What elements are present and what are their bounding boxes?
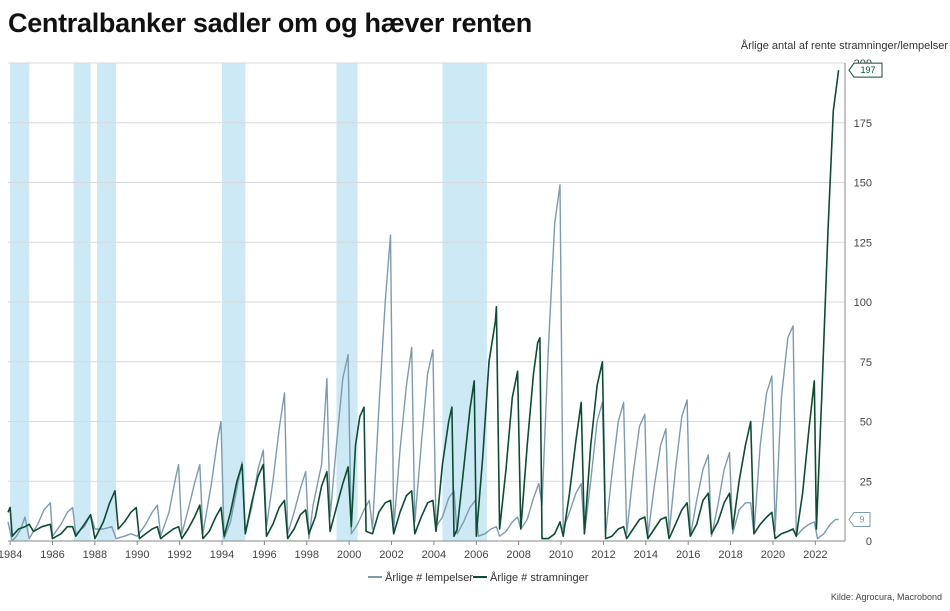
x-tick-label: 2000 — [337, 549, 361, 561]
y-tick-label: 25 — [860, 476, 872, 488]
x-tick-label: 1984 — [0, 549, 22, 561]
series-line-tightening — [7, 70, 840, 540]
x-tick-label: 1992 — [167, 549, 191, 561]
x-tick-label: 2010 — [549, 549, 573, 561]
x-tick-label: 2020 — [761, 549, 785, 561]
y-tick-label: 50 — [860, 417, 872, 429]
y-tick-label: 175 — [854, 118, 872, 130]
legend: Årlige # lempelser Årlige # stramninger — [368, 571, 589, 584]
x-tick-label: 2014 — [634, 549, 658, 561]
end-label-box — [848, 62, 883, 78]
x-tick-label: 2016 — [676, 549, 700, 561]
x-tick-label: 1996 — [252, 549, 276, 561]
x-tick-label: 2012 — [591, 549, 615, 561]
x-tick-label: 2006 — [464, 549, 488, 561]
x-tick-label: 1994 — [210, 549, 234, 561]
end-label-value: 197 — [860, 65, 875, 75]
x-tick-label: 2002 — [379, 549, 403, 561]
end-label-value: 9 — [859, 514, 864, 524]
y-tick-label: 150 — [854, 178, 872, 190]
y-axis: 0255075100125150175200 — [844, 58, 872, 548]
end-label-box — [848, 511, 871, 527]
end-labels: 9 197 — [848, 62, 883, 527]
series-lines — [7, 70, 840, 542]
x-tick-label: 1990 — [125, 549, 149, 561]
y-axis-label: Årlige antal af rente stramninger/lempel… — [740, 40, 948, 52]
x-tick-label: 2008 — [506, 549, 530, 561]
series-line-easing — [7, 184, 839, 542]
legend-label-easing: Årlige # lempelser — [385, 571, 473, 584]
y-tick-label: 125 — [854, 237, 872, 249]
x-tick-label: 1998 — [295, 549, 319, 561]
x-tick-label: 1986 — [40, 549, 64, 561]
y-tick-label: 75 — [860, 357, 872, 369]
x-axis: 1984 1986 1988 1990 1992 1994 1996 1998 2000 2002… — [0, 540, 845, 561]
chart-title: Centralbanker sadler om og hæver renten — [8, 8, 532, 38]
x-tick-label: 1988 — [83, 549, 107, 561]
source-note: Kilde: Agrocura, Macrobond — [830, 592, 942, 602]
gridlines — [8, 62, 845, 542]
x-tick-label: 2022 — [803, 549, 827, 561]
y-tick-label: 100 — [854, 297, 872, 309]
y-tick-label: 0 — [866, 536, 872, 548]
x-tick-label: 2018 — [718, 549, 742, 561]
legend-label-tightening: Årlige # stramninger — [490, 571, 589, 584]
x-tick-label: 2004 — [422, 549, 446, 561]
